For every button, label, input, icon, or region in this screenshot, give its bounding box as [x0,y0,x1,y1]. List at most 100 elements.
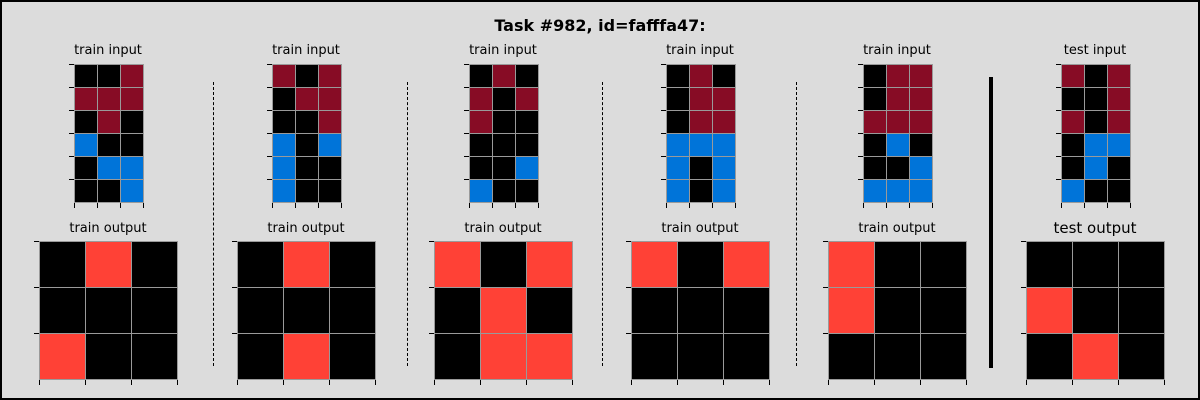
grid-cell [493,134,516,157]
grid-cell [864,180,887,203]
grid-cell [330,288,376,334]
grid-cell [875,334,921,380]
axis-tick [464,156,469,157]
grid-cell [1108,65,1131,88]
grid-cell [121,65,144,88]
grid-cell [470,180,493,203]
grid-cell [481,334,527,380]
axis-tick [626,333,631,334]
axis-tick [69,156,74,157]
grid-cell [493,157,516,180]
axis-tick [823,287,828,288]
grid-cell [864,88,887,111]
axis-tick [464,110,469,111]
grid-cell [98,88,121,111]
grid-cell [829,288,875,334]
grid-cell [887,111,910,134]
axis-tick [874,380,875,385]
grid-cell [75,157,98,180]
grid-cell [1062,65,1085,88]
grid-cell [435,242,481,288]
grid-cell [516,88,539,111]
grid-cell [470,134,493,157]
grid-cell [493,88,516,111]
train-output-label: train output [464,221,542,236]
axis-tick [920,380,921,385]
grid-cell [273,111,296,134]
grid-cell [238,242,284,288]
grid-cell [98,157,121,180]
grid-cell [132,334,178,380]
grid-cell [493,180,516,203]
grid-cell [516,65,539,88]
train-output-grid [39,241,178,380]
test-output-label: test output [1053,219,1137,237]
grid-cell [1062,111,1085,134]
grid-cell [284,242,330,288]
grid-cell [319,180,342,203]
grid-cell [273,180,296,203]
train-input-grid [272,64,342,203]
pair-separator [796,82,797,366]
axis-tick [434,380,435,385]
axis-tick [932,203,933,208]
train-input-label: train input [74,43,142,58]
axis-tick [267,64,272,65]
axis-tick [85,380,86,385]
axis-tick [661,156,666,157]
axis-tick [69,133,74,134]
grid-cell [273,88,296,111]
grid-cell [829,334,875,380]
axis-tick [232,241,237,242]
axis-tick [712,203,713,208]
axis-tick [858,133,863,134]
grid-cell [1085,134,1108,157]
test-output-grid [1026,241,1165,380]
axis-tick [267,87,272,88]
axis-tick [661,110,666,111]
grid-cell [75,88,98,111]
axis-tick [735,203,736,208]
grid-cell [690,134,713,157]
train-output-grid [828,241,967,380]
pair-separator [407,82,408,366]
grid-cell [1073,334,1119,380]
grid-cell [1108,111,1131,134]
axis-tick [1056,179,1061,180]
grid-cell [887,180,910,203]
axis-tick [863,203,864,208]
grid-cell [470,157,493,180]
axis-tick [232,287,237,288]
grid-cell [690,180,713,203]
axis-tick [1130,203,1131,208]
train-output-label: train output [69,221,147,236]
grid-cell [516,157,539,180]
axis-tick [1164,380,1165,385]
grid-cell [724,242,770,288]
axis-tick [469,203,470,208]
axis-tick [661,133,666,134]
grid-cell [1085,65,1108,88]
axis-tick [858,110,863,111]
pair-separator [213,82,214,366]
axis-tick [74,203,75,208]
grid-cell [910,88,933,111]
axis-tick [677,380,678,385]
grid-cell [319,134,342,157]
grid-cell [319,157,342,180]
axis-tick [1021,241,1026,242]
grid-cell [910,180,933,203]
axis-tick [631,380,632,385]
grid-cell [632,288,678,334]
axis-tick [429,241,434,242]
grid-cell [713,65,736,88]
axis-tick [1118,380,1119,385]
grid-cell [667,111,690,134]
axis-tick [1021,287,1026,288]
grid-cell [724,334,770,380]
grid-cell [632,242,678,288]
grid-cell [296,65,319,88]
axis-tick [858,156,863,157]
axis-tick [1072,380,1073,385]
